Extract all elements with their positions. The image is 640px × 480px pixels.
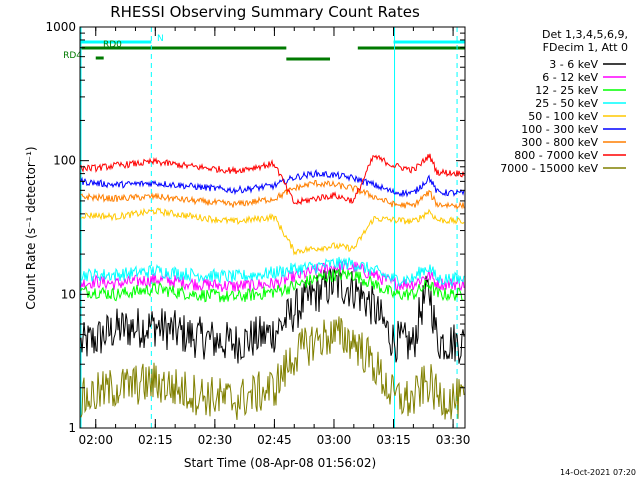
x-axis-label: Start Time (08-Apr-08 01:56:02) bbox=[184, 456, 376, 470]
series-lines bbox=[80, 153, 465, 420]
x-tick-label: 03:30 bbox=[436, 433, 471, 447]
y-tick-label: 1000 bbox=[45, 20, 76, 34]
series-line bbox=[80, 316, 465, 420]
series-line bbox=[80, 268, 465, 303]
axes: 1 10 100 1000 02:00 02:15 02:30 02:45 03:00 03:15… bbox=[45, 20, 470, 447]
legend-label: 50 - 100 keV bbox=[528, 110, 598, 123]
flag-bars: N RD0 RD4 bbox=[63, 34, 465, 61]
y-tick-label: 1 bbox=[68, 421, 76, 435]
series-line bbox=[80, 259, 465, 292]
legend-label: 25 - 50 keV bbox=[535, 97, 598, 110]
flag-label: N bbox=[157, 34, 164, 44]
legend-header-line-1: Det 1,3,4,5,6,9, bbox=[542, 28, 628, 41]
legend-label: 12 - 25 keV bbox=[535, 84, 598, 97]
x-tick-label: 03:00 bbox=[317, 433, 352, 447]
legend-label: 6 - 12 keV bbox=[542, 71, 598, 84]
flag-label: RD4 bbox=[63, 51, 82, 61]
timestamp: 14-Oct-2021 07:20 bbox=[560, 468, 636, 477]
x-tick-label: 02:15 bbox=[138, 433, 173, 447]
series-line bbox=[80, 256, 465, 288]
legend-label: 300 - 800 keV bbox=[521, 136, 598, 149]
chart-title: RHESSI Observing Summary Count Rates bbox=[110, 3, 420, 21]
legend-label: 7000 - 15000 keV bbox=[500, 162, 598, 175]
series-line bbox=[80, 179, 465, 210]
series-line bbox=[80, 268, 465, 364]
x-tick-label: 03:15 bbox=[376, 433, 411, 447]
legend-label: 100 - 300 keV bbox=[521, 123, 598, 136]
y-tick-label: 10 bbox=[61, 287, 76, 301]
series-line bbox=[80, 169, 465, 198]
series-line bbox=[80, 153, 465, 206]
x-tick-label: 02:45 bbox=[257, 433, 292, 447]
y-axis-label: Count Rate (s⁻¹ detector⁻¹) bbox=[24, 146, 38, 309]
plot-frame bbox=[79, 26, 466, 429]
y-tick-label: 100 bbox=[53, 154, 76, 168]
series-line bbox=[80, 207, 465, 256]
x-tick-label: 02:30 bbox=[198, 433, 233, 447]
legend-label: 3 - 6 keV bbox=[549, 58, 598, 71]
legend-label: 800 - 7000 keV bbox=[514, 149, 598, 162]
flag-label: RD0 bbox=[103, 40, 122, 50]
legend-header-line-2: FDecim 1, Att 0 bbox=[543, 41, 628, 54]
x-tick-label: 02:00 bbox=[78, 433, 113, 447]
time-markers bbox=[80, 27, 458, 428]
